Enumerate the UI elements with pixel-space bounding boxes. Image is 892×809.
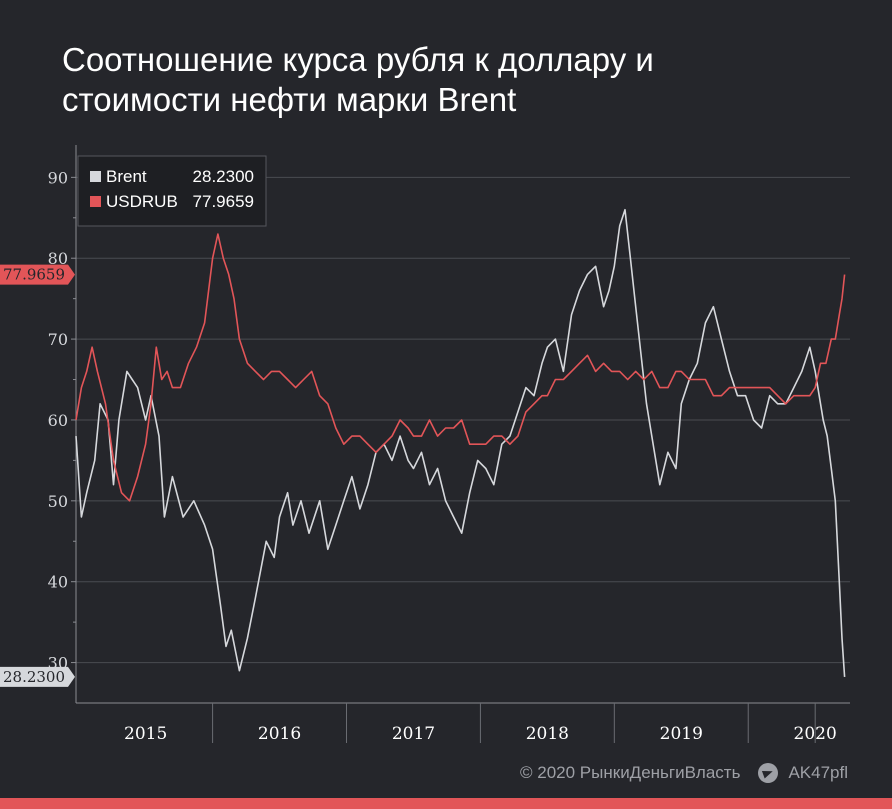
accent-bar [0, 798, 892, 809]
title-line-1: Соотношение курса рубля к доллару и [62, 41, 654, 78]
brent-last-value-tag: 28.2300 [3, 668, 65, 686]
chart-title: Соотношение курса рубля к доллару и стои… [62, 40, 842, 120]
copyright-text: © 2020 РынкиДеньгиВласть [520, 763, 741, 782]
y-tick-label: 80 [48, 249, 68, 268]
legend-box [77, 155, 267, 227]
x-tick-label: 2020 [794, 724, 837, 744]
y-tick-label: 50 [48, 492, 68, 511]
title-line-2: стоимости нефти марки Brent [62, 81, 517, 118]
x-tick-label: 2019 [660, 724, 703, 744]
legend-label: Brent [106, 167, 147, 186]
y-tick-label: 90 [48, 168, 68, 187]
legend-swatch [90, 196, 101, 207]
y-tick-label: 70 [48, 330, 68, 349]
footer: © 2020 РынкиДеньгиВласть AK47pfl [520, 763, 848, 783]
legend-value: 77.9659 [193, 192, 254, 211]
usdrub-last-value-tag-shape [0, 264, 75, 285]
telegram-icon [758, 763, 779, 783]
brent-last-value-tag-shape [0, 666, 75, 687]
legend-value: 28.2300 [193, 167, 254, 186]
x-tick-label: 2017 [392, 724, 435, 744]
legend-swatch [90, 171, 101, 182]
x-tick-label: 2016 [258, 724, 301, 744]
usdrub-last-value-tag: 77.9659 [3, 266, 65, 284]
x-tick-label: 2018 [526, 724, 569, 744]
usdrub-series-line [75, 233, 846, 502]
y-tick-label: 60 [48, 411, 68, 430]
x-tick-label: 2015 [124, 724, 167, 744]
legend-label: USDRUB [106, 192, 178, 211]
brent-series-line [75, 208, 846, 677]
y-tick-label: 40 [48, 573, 68, 592]
channel-name: AK47pfl [788, 763, 848, 782]
